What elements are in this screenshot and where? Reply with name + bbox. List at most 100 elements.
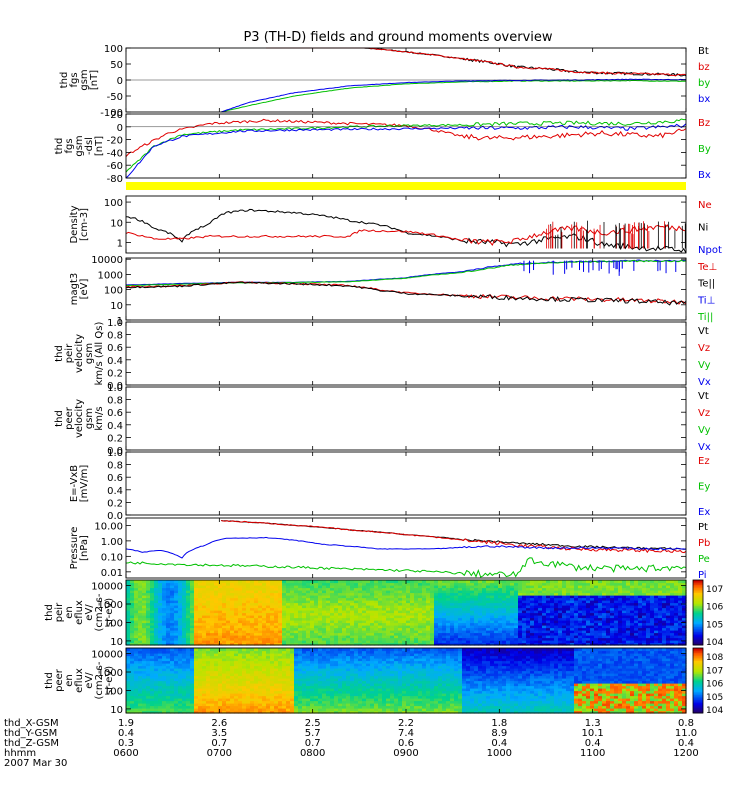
spectrogram-cell <box>246 650 251 654</box>
spectrogram-cell <box>166 658 171 662</box>
spectrogram-cell <box>142 625 147 629</box>
spectrogram-cell <box>502 637 507 641</box>
spectrogram-cell <box>214 660 219 664</box>
y-tick-label: 100 <box>104 618 123 629</box>
spectrogram-cell <box>238 590 243 594</box>
spectrogram-cell <box>138 610 143 614</box>
spectrogram-cell <box>546 597 551 601</box>
spectrogram-cell <box>654 630 659 634</box>
spectrogram-cell <box>130 630 135 634</box>
spectrogram-cell <box>578 585 583 589</box>
spectrogram-cell <box>174 675 179 679</box>
spectrogram-cell <box>178 617 183 621</box>
spectrogram-cell <box>178 612 183 616</box>
spectrogram-cell <box>494 627 499 631</box>
spectrogram-cell <box>674 600 679 604</box>
spectrogram-cell <box>234 622 239 626</box>
spectrogram-cell <box>558 600 563 604</box>
spectrogram-cell <box>246 587 251 591</box>
spectrogram-cell <box>258 595 263 599</box>
spectrogram-cell <box>206 587 211 591</box>
spectrogram-cell <box>246 627 251 631</box>
spectrogram-cell <box>162 590 167 594</box>
spectrogram-cell <box>678 582 683 586</box>
spectrogram-cell <box>594 597 599 601</box>
spectrogram-cell <box>210 580 215 584</box>
spectrogram-cell <box>238 630 243 634</box>
spectrogram-cell <box>450 592 455 596</box>
spectrogram-cell <box>330 595 335 599</box>
spectrogram-cell <box>254 673 259 677</box>
spectrogram-cell <box>514 635 519 639</box>
spectrogram-cell <box>286 597 291 601</box>
spectrogram-cell <box>610 640 615 644</box>
spectrogram-cell <box>394 582 399 586</box>
spectrogram-cell <box>130 668 135 672</box>
spectrogram-cell <box>590 622 595 626</box>
spectrogram-cell <box>650 580 655 584</box>
spectrogram-cell <box>210 630 215 634</box>
spectrogram-cell <box>346 630 351 634</box>
spectrogram-cell <box>202 678 207 682</box>
spectrogram-cell <box>182 635 187 639</box>
spectrogram-cell <box>214 635 219 639</box>
spectrogram-cell <box>214 617 219 621</box>
legend-entry: Pb <box>698 538 710 549</box>
series-Bt <box>266 47 687 77</box>
spectrogram-cell <box>322 612 327 616</box>
spectrogram-cell <box>610 642 615 646</box>
spectrogram-cell <box>338 642 343 646</box>
spectrogram-cell <box>394 597 399 601</box>
spectrogram-cell <box>314 590 319 594</box>
spectrogram-cell <box>310 605 315 609</box>
spectrogram-cell <box>142 642 147 646</box>
spectrogram-cell <box>186 630 191 634</box>
spectrogram-cell <box>518 597 523 601</box>
spectrogram-cell <box>558 642 563 646</box>
spectrogram-cell <box>162 705 167 709</box>
spectrogram-cell <box>206 698 211 702</box>
spectrogram-cell <box>222 698 227 702</box>
spectrogram-cell <box>610 580 615 584</box>
spectrogram-cell <box>626 615 631 619</box>
spectrogram-cell <box>658 642 663 646</box>
spectrogram-cell <box>354 602 359 606</box>
spectrogram-cell <box>154 605 159 609</box>
spectrogram-cell <box>158 635 163 639</box>
spectrogram-cell <box>630 635 635 639</box>
spectrogram-cell <box>126 627 131 631</box>
colorbar-segment <box>693 610 703 613</box>
spectrogram-cell <box>258 612 263 616</box>
spectrogram-cell <box>266 622 271 626</box>
spectrogram-cell <box>562 592 567 596</box>
spectrogram-cell <box>162 693 167 697</box>
spectrogram-cell <box>642 637 647 641</box>
spectrogram-cell <box>614 632 619 636</box>
spectrogram-cell <box>454 600 459 604</box>
spectrogram-cell <box>410 605 415 609</box>
spectrogram-cell <box>538 585 543 589</box>
spectrogram-cell <box>670 615 675 619</box>
spectrogram-cell <box>262 582 267 586</box>
spectrogram-cell <box>202 710 207 714</box>
spectrogram-cell <box>134 708 139 712</box>
spectrogram-cell <box>654 597 659 601</box>
spectrogram-cell <box>570 595 575 599</box>
spectrogram-cell <box>170 627 175 631</box>
spectrogram-cell <box>198 680 203 684</box>
spectrogram-cell <box>146 688 151 692</box>
spectrogram-cell <box>198 642 203 646</box>
spectrogram-cell <box>150 635 155 639</box>
spectrogram-cell <box>634 627 639 631</box>
spectrogram-cell <box>658 622 663 626</box>
spectrogram-cell <box>146 678 151 682</box>
spectrogram-cell <box>194 658 199 662</box>
y-axis-label: [eV] <box>79 279 90 300</box>
spectrogram-cell <box>230 592 235 596</box>
spectrogram-cell <box>218 688 223 692</box>
spectrogram-cell <box>334 612 339 616</box>
spectrogram-cell <box>622 615 627 619</box>
spectrogram-cell <box>342 625 347 629</box>
spectrogram-cell <box>354 625 359 629</box>
